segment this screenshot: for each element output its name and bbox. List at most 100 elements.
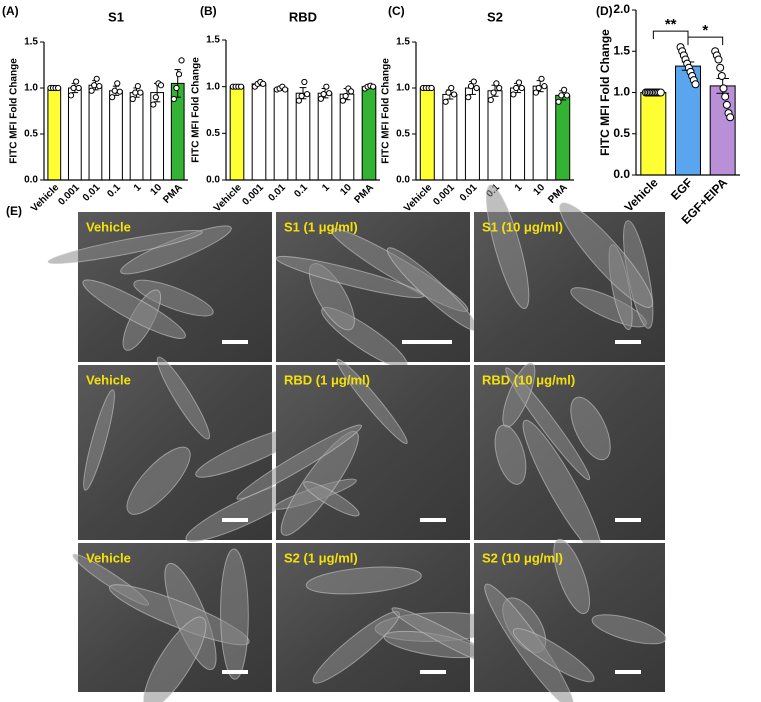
y-tick-label: 1.5 (206, 35, 220, 46)
x-tick-label: 1 (132, 182, 144, 194)
data-point (303, 91, 311, 98)
image-label: Vehicle (86, 550, 131, 565)
data-point (170, 95, 177, 103)
data-point (281, 86, 289, 93)
data-point (88, 87, 95, 94)
data-point (129, 95, 136, 103)
x-tick-label: 0.001 (56, 182, 82, 208)
x-tick-label: 1 (320, 182, 332, 194)
scale-bar (222, 518, 248, 522)
x-tick-label: PMA (352, 182, 376, 206)
data-point (555, 98, 562, 105)
y-axis-label: FITC MFI Fold Change (9, 58, 20, 164)
data-point (445, 89, 452, 96)
scale-bar (420, 518, 446, 522)
data-point (75, 84, 82, 92)
micrograph: S1 (1 μg/ml) (275, 212, 478, 369)
data-point (513, 84, 520, 92)
x-tick-label: 0.001 (431, 182, 457, 208)
data-point (323, 83, 330, 90)
data-point (467, 83, 475, 90)
data-point (317, 95, 325, 102)
y-axis-label: FITC MFI Fold Change (598, 29, 612, 156)
bar (339, 93, 355, 181)
data-point (178, 57, 185, 64)
data-point (320, 91, 327, 98)
data-point (342, 92, 349, 100)
data-point (470, 78, 477, 85)
x-tick-label: 10 (531, 182, 547, 198)
scale-bar (222, 340, 248, 344)
data-point (448, 84, 455, 92)
y-tick-label: 0.0 (24, 175, 38, 186)
panel-label: (B) (200, 4, 217, 18)
cell-shape (82, 279, 186, 339)
x-tick-label: 0.01 (266, 182, 288, 204)
cell-shape (336, 358, 408, 445)
x-tick-label: 0.01 (458, 182, 480, 204)
cell-shape (553, 538, 591, 615)
significance-bracket (687, 36, 724, 46)
data-point (339, 97, 347, 104)
cell-shape (303, 481, 360, 517)
scale-bar (222, 670, 248, 674)
bar (47, 87, 62, 181)
bar (532, 85, 548, 181)
x-tick-label: Vehicle (212, 182, 244, 214)
x-tick-label: 0.001 (241, 182, 267, 208)
bar (129, 92, 144, 181)
data-point (295, 97, 303, 104)
bar (555, 94, 571, 181)
cell-shape (512, 628, 595, 683)
cell-shape (570, 396, 611, 461)
scale-bar (615, 518, 641, 522)
data-point (134, 83, 141, 90)
data-point (714, 55, 723, 64)
cell-shape (220, 548, 249, 680)
panel-label: (E) (6, 204, 22, 218)
x-tick-label: Vehicle (402, 182, 434, 214)
x-tick-label: Vehicle (29, 182, 61, 214)
data-point (473, 84, 480, 92)
data-point (369, 83, 377, 90)
data-point (157, 82, 165, 89)
data-point (298, 92, 305, 100)
cell-shape (236, 424, 363, 500)
significance-label: * (702, 22, 708, 39)
data-point (109, 94, 116, 101)
scale-bar (615, 340, 641, 344)
bar (419, 87, 435, 181)
panel-label: (D) (596, 4, 613, 18)
cell-shape (485, 184, 530, 309)
bar (88, 84, 103, 181)
y-tick-label: 0.0 (613, 167, 630, 181)
data-point (487, 96, 494, 104)
data-point (510, 91, 517, 98)
x-tick-label: PMA (546, 182, 570, 206)
y-tick-label: 0.0 (396, 175, 410, 186)
micrograph: Vehicle (47, 212, 272, 362)
cell-shape (494, 424, 527, 485)
data-point (137, 89, 144, 96)
bar (251, 83, 267, 181)
data-point (173, 84, 180, 92)
data-point (175, 71, 183, 78)
data-point (442, 98, 449, 105)
bar (67, 87, 82, 181)
data-point (428, 84, 435, 92)
data-point (114, 80, 121, 87)
x-tick-label: 0.1 (105, 182, 123, 200)
scale-bar (402, 340, 452, 344)
data-point (726, 113, 735, 122)
y-tick-label: 0.5 (24, 129, 38, 140)
data-point (465, 94, 472, 101)
data-point (91, 82, 98, 89)
cell-shape (47, 229, 203, 265)
data-point (152, 94, 159, 101)
micrograph: RBD (1 μg/ml) (236, 358, 470, 540)
bar (229, 86, 245, 181)
data-point (96, 83, 103, 90)
image-label: S2 (1 μg/ml) (284, 550, 358, 565)
data-point (532, 89, 540, 96)
